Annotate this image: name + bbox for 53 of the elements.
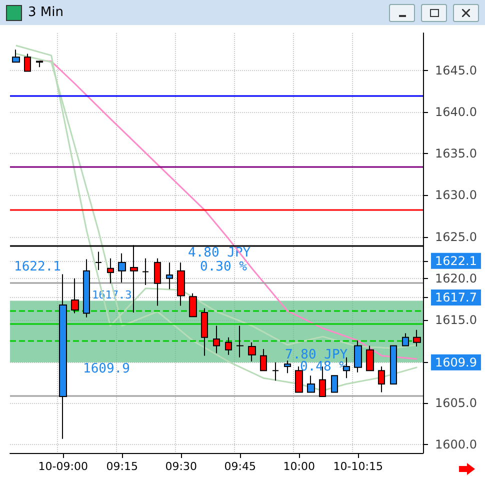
y-tick-label: 1615.0: [435, 312, 477, 327]
candlestick: [154, 258, 161, 306]
chart-title: 3 Min: [28, 5, 64, 20]
candlestick: [189, 292, 197, 318]
candlestick: [390, 345, 397, 384]
x-tick-label: 09:15: [106, 460, 138, 473]
candlestick: [177, 262, 185, 306]
candlestick: [307, 375, 315, 393]
candlestick: [402, 332, 409, 346]
y-tick-label: 1600.0: [435, 438, 477, 452]
y-tick-label: 1635.0: [435, 146, 477, 161]
y-tick-label: 1645.0: [435, 63, 477, 78]
candlestick: [201, 308, 208, 356]
candlestick: [366, 345, 374, 372]
candlestick: [71, 278, 79, 314]
candlestick: [83, 258, 90, 318]
candlestick: [236, 325, 244, 358]
x-tick-label: 10:00: [283, 460, 315, 473]
candlestick: [284, 360, 291, 374]
y-tick-label: 1605.0: [435, 396, 477, 410]
x-tick-label: 10-10:15: [333, 460, 383, 473]
x-tick-label: 09:45: [224, 460, 256, 473]
y-tick-label: 1630.0: [435, 188, 477, 202]
y-tick-label: 1625.0: [435, 230, 477, 244]
candlestick: [95, 251, 102, 271]
candlestick: [118, 252, 126, 284]
y-tick-label: 1620.0: [435, 271, 477, 286]
annotation: 7.80 JPY: [285, 348, 348, 362]
candlestick: [59, 274, 67, 440]
annotation: 0.30 %: [200, 260, 248, 274]
candlestick: [413, 329, 421, 348]
candlestick: [107, 258, 114, 284]
y-tick-label: 1617.7: [435, 290, 477, 304]
annotation: 1622.1: [14, 260, 61, 274]
candlestick: [354, 340, 362, 373]
candlestick: [272, 362, 279, 382]
candlestick: [331, 375, 338, 393]
candlestick: [24, 53, 31, 72]
y-tick-label: 1640.0: [435, 105, 477, 120]
x-tick-label: 09:30: [165, 460, 197, 473]
candlestick: [248, 342, 256, 362]
candlestick: [225, 336, 232, 356]
candlestick: [378, 366, 385, 393]
candlestick: [166, 262, 173, 290]
candlestick: [260, 348, 267, 372]
candlestick: [142, 258, 149, 286]
y-tick-label: 1609.9: [435, 355, 477, 370]
candlestick: [36, 60, 43, 68]
candlestick: [12, 49, 20, 63]
y-tick-label: 1622.1: [435, 254, 477, 268]
annotation: 1609.9: [83, 362, 130, 376]
x-tick-label: 10-09:00: [38, 460, 88, 473]
candlestick: [213, 325, 220, 354]
